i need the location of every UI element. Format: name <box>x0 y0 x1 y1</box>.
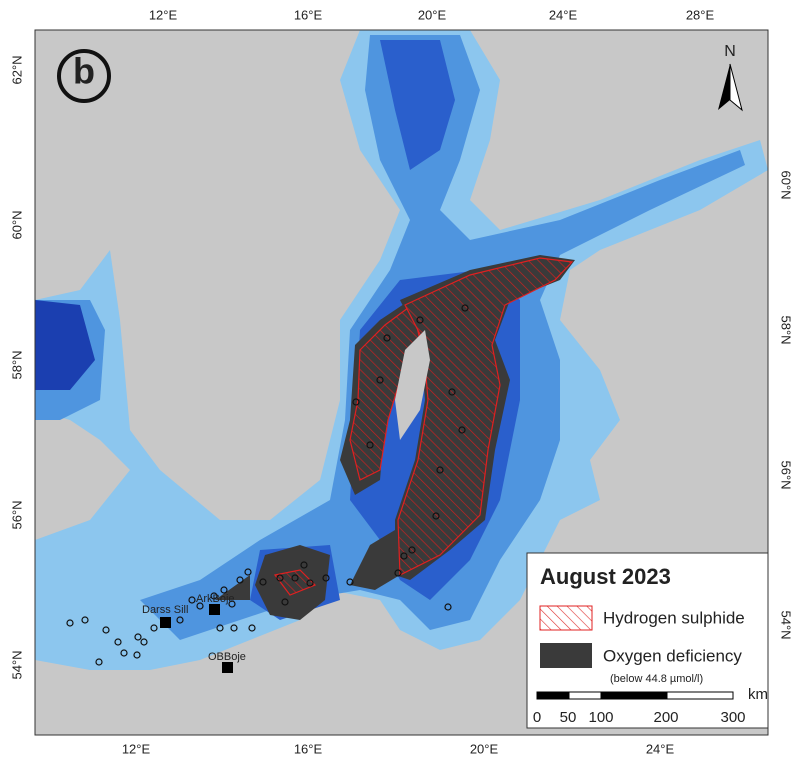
station-dot <box>120 649 128 657</box>
station-dot <box>322 574 330 582</box>
station-dot <box>216 624 224 632</box>
lon-label: 20°E <box>470 741 499 756</box>
lon-label: 16°E <box>294 7 323 22</box>
station-dot <box>458 426 466 434</box>
lat-label: 54°N <box>779 610 794 639</box>
lat-label: 62°N <box>9 55 24 84</box>
station-dot <box>281 598 289 606</box>
station-dot <box>140 638 148 646</box>
lon-label: 28°E <box>686 7 715 22</box>
station-dot <box>230 624 238 632</box>
north-label: N <box>724 43 736 60</box>
scale-label: 200 <box>653 709 678 726</box>
station-dot <box>448 388 456 396</box>
lat-label: 56°N <box>779 460 794 489</box>
station-dot <box>300 561 308 569</box>
scale-unit: km <box>748 686 768 703</box>
lat-label: 60°N <box>9 210 24 239</box>
lon-label: 16°E <box>294 741 323 756</box>
map-body: Darss Sill ArkBoje OBBoje <box>35 30 768 735</box>
station-dot <box>346 578 354 586</box>
lon-label: 24°E <box>549 7 578 22</box>
legend-label: Hydrogen sulphide <box>603 608 745 627</box>
legend-title: August 2023 <box>540 564 671 589</box>
panel-badge <box>57 49 111 103</box>
station-dot <box>114 638 122 646</box>
lon-label: 24°E <box>646 741 675 756</box>
graticule: 12°E 16°E 20°E 24°E 28°E 12°E 16°E 20°E … <box>9 7 793 756</box>
lat-label: 54°N <box>9 650 24 679</box>
station-dot <box>133 651 141 659</box>
station-dot <box>276 574 284 582</box>
hydrogen-sulphide-area <box>273 257 574 596</box>
station-dot <box>210 592 218 600</box>
station-dot <box>244 568 252 576</box>
station-dot <box>188 596 196 604</box>
station-label: OBBoje <box>208 651 246 663</box>
legend-note: (below 44.8 µmol/l) <box>610 673 703 685</box>
station-dot <box>408 546 416 554</box>
station-dot <box>248 624 256 632</box>
station-dot <box>150 624 158 632</box>
scale-bar <box>536 691 734 700</box>
legend-swatch <box>540 643 592 668</box>
station-dot <box>81 616 89 624</box>
legend-swatch <box>539 605 593 631</box>
map-frame <box>34 29 769 736</box>
station-dot <box>376 376 384 384</box>
lat-label: 60°N <box>779 170 794 199</box>
gotland <box>395 330 430 440</box>
station-dot <box>400 552 408 560</box>
station-label: Darss Sill <box>142 604 188 616</box>
scale-label: 300 <box>720 709 745 726</box>
station-dot <box>176 616 184 624</box>
north-arrow <box>729 63 743 112</box>
station-dot <box>228 600 236 608</box>
scale-label: 0 <box>533 709 541 726</box>
station-dot <box>134 633 142 641</box>
panel-label: b <box>73 51 95 92</box>
station-dot <box>291 574 299 582</box>
lon-label: 20°E <box>418 7 447 22</box>
scale-label: 100 <box>588 709 613 726</box>
north-arrow <box>718 64 730 110</box>
station-dot <box>366 441 374 449</box>
lat-label: 58°N <box>779 315 794 344</box>
station-dot <box>259 578 267 586</box>
station-dot <box>102 626 110 634</box>
station-dot <box>436 466 444 474</box>
station-dot <box>196 602 204 610</box>
legend: August 2023 Hydrogen sulphide Oxygen def… <box>526 552 769 729</box>
station-markers <box>160 604 233 673</box>
station-dot <box>95 658 103 666</box>
station-dot <box>220 586 228 594</box>
station-dot <box>306 579 314 587</box>
lat-label: 58°N <box>9 350 24 379</box>
lat-label: 56°N <box>9 500 24 529</box>
station-dot <box>461 304 469 312</box>
station-dot <box>236 576 244 584</box>
lon-label: 12°E <box>122 741 151 756</box>
station-dots <box>66 304 469 666</box>
station-dot <box>352 398 360 406</box>
station-dot <box>416 316 424 324</box>
station-dot <box>432 512 440 520</box>
station-dot <box>383 334 391 342</box>
station-dot <box>394 569 402 577</box>
lon-label: 12°E <box>149 7 178 22</box>
station-dot <box>444 603 452 611</box>
station-label: ArkBoje <box>196 593 235 605</box>
station-dot <box>66 619 74 627</box>
legend-label: Oxygen deficiency <box>603 646 742 665</box>
scale-label: 50 <box>560 709 577 726</box>
